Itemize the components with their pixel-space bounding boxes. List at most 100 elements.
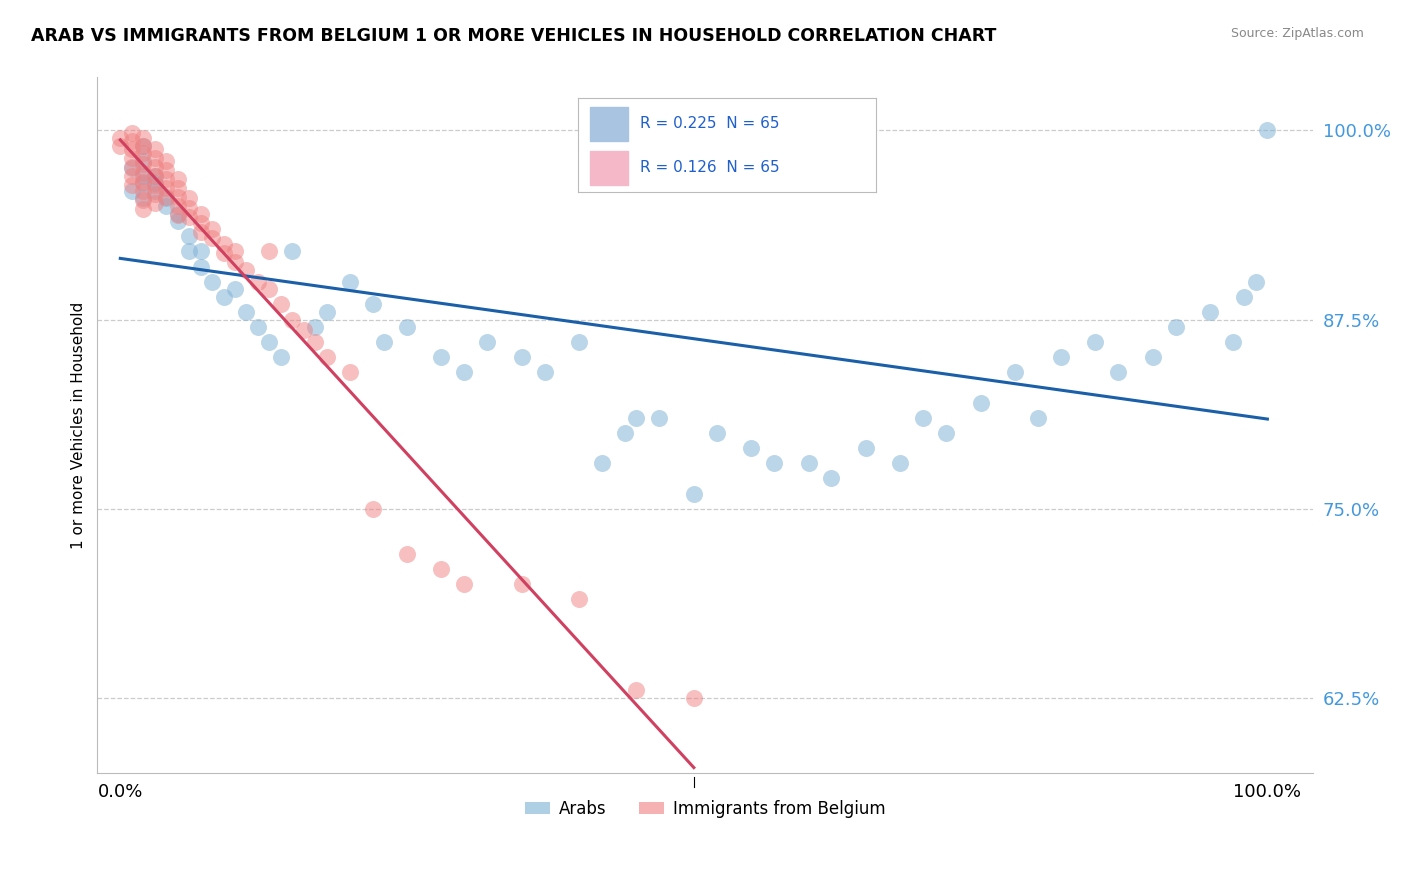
Point [121,169,143,183]
Point [339,366,361,380]
Point [224,244,246,259]
Point [969,396,991,410]
Point [591,456,613,470]
Point [143,169,166,183]
Point [132,166,155,180]
Point [155,192,177,206]
Point [132,146,155,161]
Point [212,290,235,304]
Point [648,410,671,425]
Point [132,153,155,168]
Point [143,160,166,174]
Point [166,208,188,222]
Point [132,175,155,189]
Point [510,577,533,591]
Point [1004,366,1026,380]
Point [706,425,728,440]
Point [132,177,155,191]
Point [304,335,326,350]
Point [132,192,155,206]
Point [396,320,419,334]
Point [626,410,648,425]
Point [533,366,555,380]
Point [430,351,453,365]
Point [1026,410,1049,425]
Point [143,196,166,211]
Point [259,282,281,296]
Point [166,190,188,204]
Point [763,456,786,470]
Point [315,305,337,319]
Point [855,441,877,455]
Point [281,244,304,259]
Point [110,131,132,145]
Point [132,184,155,198]
Point [820,471,842,485]
Point [121,134,143,148]
Point [682,690,704,705]
Point [201,231,224,245]
Legend: Arabs, Immigrants from Belgium: Arabs, Immigrants from Belgium [519,793,891,824]
Point [132,138,155,153]
Point [155,162,177,177]
Point [396,547,419,561]
Point [143,151,166,165]
Point [166,214,188,228]
Point [797,456,820,470]
Point [1256,123,1278,137]
Point [1222,335,1244,350]
Point [1107,366,1129,380]
Point [259,244,281,259]
Point [121,161,143,176]
Point [246,275,269,289]
Point [179,201,201,215]
Point [1164,320,1187,334]
Point [361,297,384,311]
Point [155,171,177,186]
Point [315,351,337,365]
Point [121,151,143,165]
Point [1233,290,1256,304]
Point [224,282,246,296]
Point [453,577,475,591]
Point [1244,275,1267,289]
Point [201,275,224,289]
Point [224,255,246,269]
Point [166,171,188,186]
Point [166,199,188,213]
Point [155,199,177,213]
Point [510,351,533,365]
Point [212,236,235,251]
Point [190,244,212,259]
Point [143,178,166,192]
Point [304,320,326,334]
Point [212,246,235,260]
Point [155,181,177,195]
Point [121,142,143,156]
Point [132,169,155,183]
Point [155,153,177,168]
Point [235,262,257,277]
Point [143,186,166,201]
Point [339,275,361,289]
Point [132,157,155,171]
Point [179,210,201,224]
Text: Source: ZipAtlas.com: Source: ZipAtlas.com [1230,27,1364,40]
Point [292,323,315,337]
Point [259,335,281,350]
Point [121,160,143,174]
Point [121,184,143,198]
Point [143,142,166,156]
Point [740,441,762,455]
Point [568,335,591,350]
Point [190,225,212,239]
Point [121,178,143,192]
Point [190,216,212,230]
Point [132,193,155,207]
Point [190,206,212,220]
Point [912,410,935,425]
Point [1084,335,1107,350]
Point [935,425,957,440]
Text: ARAB VS IMMIGRANTS FROM BELGIUM 1 OR MORE VEHICLES IN HOUSEHOLD CORRELATION CHAR: ARAB VS IMMIGRANTS FROM BELGIUM 1 OR MOR… [31,27,997,45]
Point [1142,351,1164,365]
